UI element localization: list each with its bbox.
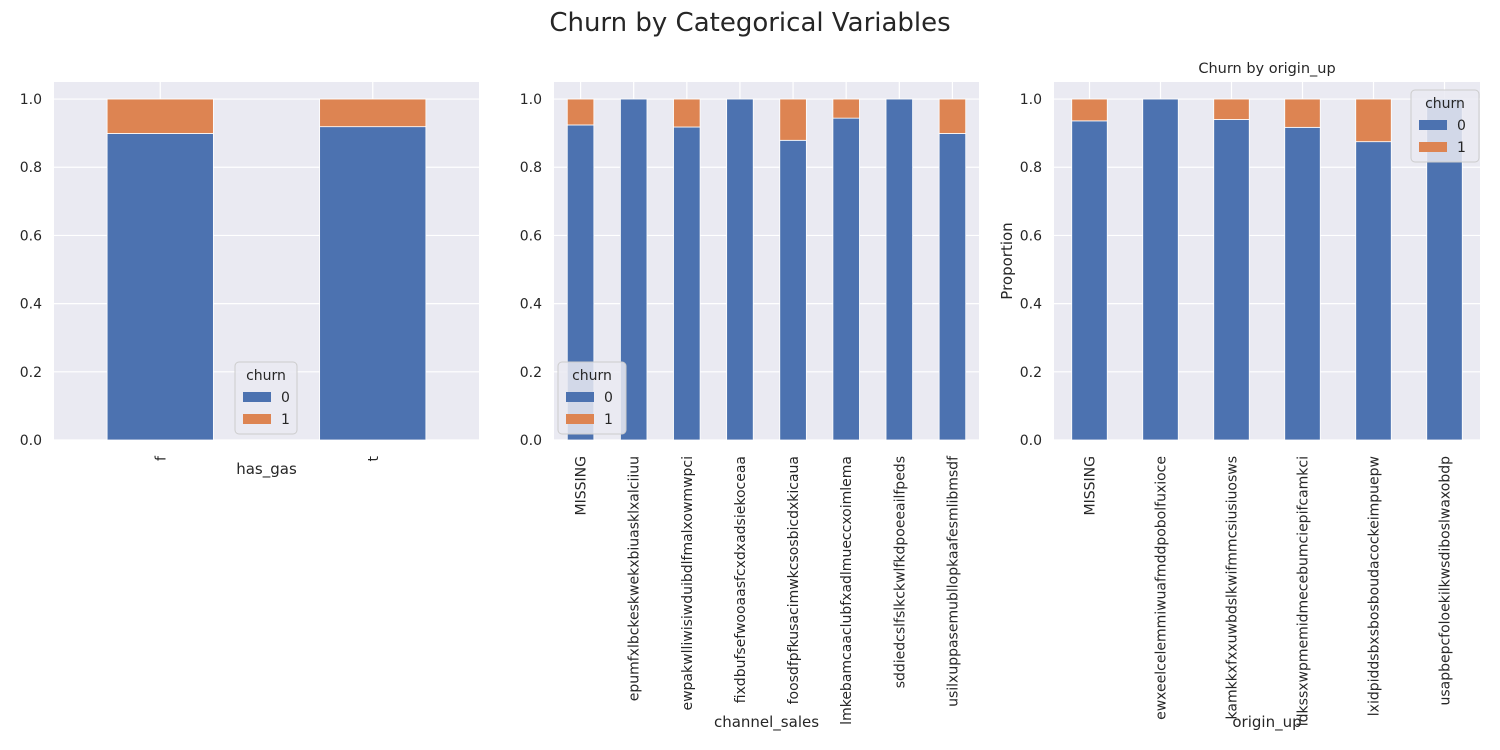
legend-swatch-1: [566, 414, 594, 424]
bar-lmkebamcaaclubfxadlmueccxoimlema-churn-1: [832, 98, 860, 119]
legend-label-0: 0: [281, 390, 290, 406]
legend-swatch-1: [1419, 142, 1447, 152]
y-tick-label: 0.8: [20, 160, 42, 176]
y-tick-label: 0.2: [1020, 365, 1042, 381]
y-tick-label: 0.0: [1020, 433, 1042, 449]
bar-MISSING-churn-0: [1071, 120, 1108, 441]
legend-label-0: 0: [1457, 118, 1466, 134]
x-tick-label: lmkebamcaaclubfxadlmueccxoimlema: [839, 456, 855, 725]
x-tick-label: t: [366, 456, 382, 462]
y-tick-label: 1.0: [20, 92, 42, 108]
x-axis-label: origin_up: [1232, 713, 1301, 732]
x-tick-label: sddiedcslfslkckwlfkdpoeeailfpeds: [892, 456, 908, 688]
legend-title: churn: [1425, 96, 1465, 112]
legend: churn 0 1: [557, 361, 627, 435]
bar-t-churn-1: [319, 98, 427, 128]
y-tick-label: 0.2: [20, 365, 42, 381]
x-tick-label: ldkssxwpmemidmecebumciepifcamkci: [1296, 456, 1312, 726]
legend-swatch-0: [566, 392, 594, 402]
x-tick-label: f: [153, 455, 169, 461]
legend: churn 0 1: [1410, 89, 1480, 163]
legend-label-1: 1: [281, 412, 290, 428]
x-tick-label: epumfxlbckeskwekxbiuasklxalciiuu: [627, 456, 643, 701]
bar-kamkkxfxxuwbdslkwifmmcsiusiuosws-churn-0: [1213, 119, 1250, 441]
plot-area: [1054, 82, 1480, 440]
bar-ewpakwlliwisiwduibdlfmalxowmwpci-churn-1: [673, 98, 701, 128]
subplot-3: 0.0 0.2 0.4 0.6 0.8 1.0 MISSING ewxeelcelemmiwu…: [998, 61, 1480, 732]
legend-label-0: 0: [604, 390, 613, 406]
legend-title: churn: [246, 368, 286, 384]
bar-MISSING-churn-1: [566, 98, 595, 126]
legend-swatch-0: [1419, 120, 1447, 130]
bar-f-churn-1: [106, 98, 214, 134]
bar-ewpakwlliwisiwduibdlfmalxowmwpci-churn-0: [673, 126, 701, 441]
legend-swatch-0: [243, 392, 271, 402]
x-axis-label: has_gas: [236, 460, 297, 479]
y-tick-label: 0.4: [20, 297, 42, 313]
legend: churn 0 1: [234, 361, 298, 435]
bar-MISSING-churn-1: [1071, 98, 1108, 122]
x-tick-label: usilxuppasemubllopkaafesmlibmsdf: [945, 455, 961, 707]
legend-swatch-1: [243, 414, 271, 424]
subplot-2: 0.0 0.2 0.4 0.6 0.8 1.0 MISSING epumfxlbckeskwe…: [520, 82, 979, 732]
y-tick-label: 0.6: [20, 228, 42, 244]
bar-foosdfpfkusacimwkcsosbicdxkicaua-churn-1: [779, 98, 807, 141]
bar-kamkkxfxxuwbdslkwifmmcsiusiuosws-churn-1: [1213, 98, 1250, 120]
y-tick-label: 0.2: [520, 365, 542, 381]
x-tick-label: kamkkxfxxuwbdslkwifmmcsiusiuosws: [1225, 456, 1241, 719]
x-tick-label: ewxeelcelemmiwuafmddpobolfuxioce: [1154, 456, 1170, 720]
y-tick-label: 0.4: [1020, 297, 1042, 313]
y-tick-label: 0.0: [20, 433, 42, 449]
x-tick-label: fixdbufsefwooaasfcxdxadsiekoceaa: [733, 456, 749, 703]
y-axis-label: Proportion: [998, 222, 1016, 299]
bar-usilxuppasemubllopkaafesmlibmsdf-churn-1: [938, 98, 967, 134]
x-tick-label: lxidpiddsbxsbosboudacockeimpuepw: [1367, 456, 1383, 716]
bar-lmkebamcaaclubfxadlmueccxoimlema-churn-0: [832, 117, 860, 441]
bar-ewxeelcelemmiwuafmddpobolfuxioce-churn-0: [1142, 98, 1179, 441]
x-tick-label: foosdfpfkusacimwkcsosbicdxkicaua: [786, 456, 802, 704]
y-tick-label: 0.0: [520, 433, 542, 449]
bar-sddiedcslfslkckwlfkdpoeeailfpeds-churn-0: [885, 98, 913, 441]
bar-f-churn-0: [106, 133, 214, 441]
x-tick-label: usapbepcfoloekilkwsdiboslwaxobdp: [1438, 456, 1454, 706]
y-tick-label: 1.0: [1020, 92, 1042, 108]
legend-label-1: 1: [1457, 140, 1466, 156]
x-tick-label: MISSING: [574, 456, 590, 515]
x-axis-label: channel_sales: [714, 713, 819, 732]
x-tick-label: ewpakwlliwisiwduibdlfmalxowmwpci: [680, 456, 696, 711]
y-tick-label: 0.6: [1020, 228, 1042, 244]
y-tick-label: 0.8: [1020, 160, 1042, 176]
y-tick-label: 0.8: [520, 160, 542, 176]
bar-t-churn-0: [319, 126, 427, 441]
figure-title: Churn by Categorical Variables: [549, 8, 951, 38]
bar-foosdfpfkusacimwkcsosbicdxkicaua-churn-0: [779, 139, 807, 441]
y-tick-label: 1.0: [520, 92, 542, 108]
bar-lxidpiddsbxsbosboudacockeimpuepw-churn-0: [1355, 141, 1392, 441]
bar-lxidpiddsbxsbosboudacockeimpuepw-churn-1: [1355, 98, 1392, 143]
subplot-title: Churn by origin_up: [1198, 61, 1335, 77]
legend-label-1: 1: [604, 412, 613, 428]
bar-ldkssxwpmemidmecebumciepifcamkci-churn-1: [1284, 98, 1321, 128]
bar-fixdbufsefwooaasfcxdxadsiekoceaa-churn-0: [726, 98, 754, 441]
subplot-1: 0.0 0.2 0.4 0.6 0.8 1.0 f t has_gas churn 0 1: [20, 82, 479, 479]
y-tick-label: 0.4: [520, 297, 542, 313]
y-tick-label: 0.6: [520, 228, 542, 244]
x-tick-label: MISSING: [1083, 456, 1099, 515]
bar-usilxuppasemubllopkaafesmlibmsdf-churn-0: [938, 133, 967, 441]
bar-ldkssxwpmemidmecebumciepifcamkci-churn-0: [1284, 126, 1321, 441]
legend-title: churn: [572, 368, 612, 384]
